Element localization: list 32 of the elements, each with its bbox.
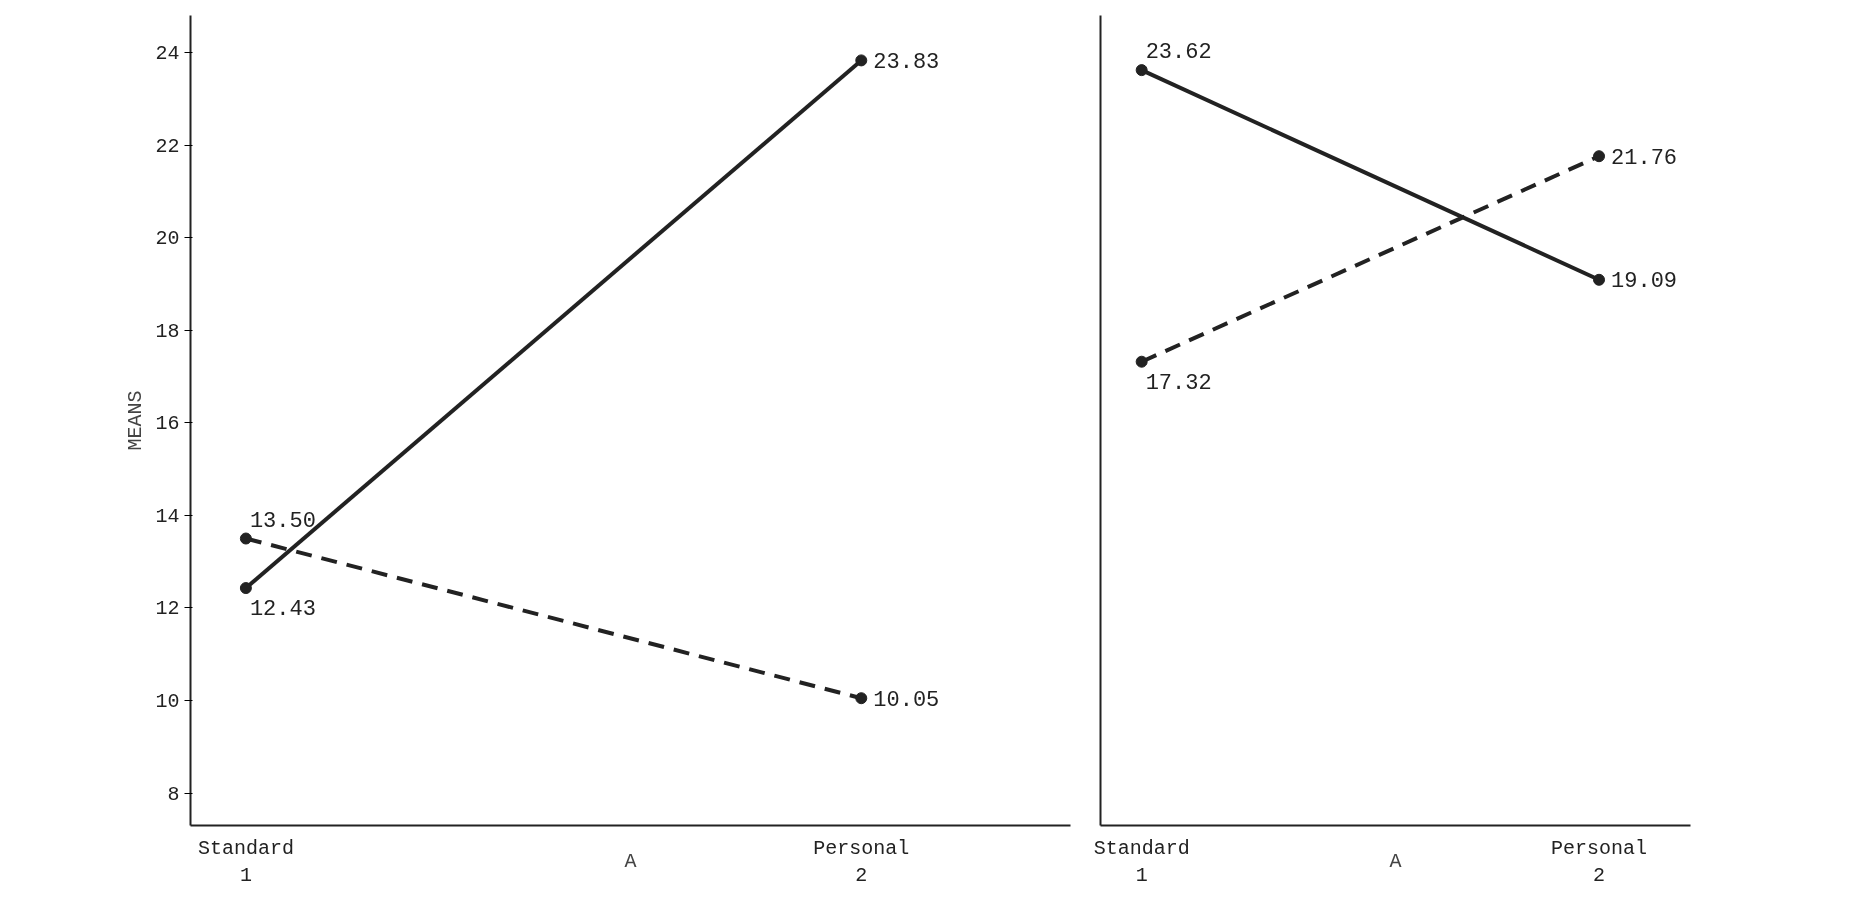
data-label: 21.76 — [1611, 145, 1678, 171]
data-label: 23.83 — [873, 49, 940, 75]
point — [1135, 64, 1148, 77]
data-label: 10.05 — [873, 687, 940, 713]
y-tick-label: 10 — [155, 690, 180, 714]
x-tick-label: Standard 1 — [197, 836, 294, 888]
y-tick-label: 16 — [155, 412, 180, 436]
y-tick-label: 8 — [167, 782, 180, 806]
point — [855, 692, 868, 705]
point — [239, 532, 252, 545]
point — [1593, 273, 1606, 286]
x-tick-label: Personal 2 — [813, 836, 910, 888]
x-tick-label: Personal 2 — [1551, 836, 1648, 888]
point — [1593, 150, 1606, 163]
y-axis-title: MEANS — [124, 390, 148, 451]
point — [855, 54, 868, 67]
x-tick-label: Standard 1 — [1093, 836, 1190, 888]
data-label: 17.32 — [1145, 370, 1212, 396]
point — [239, 582, 252, 595]
x-axis-title: A — [1389, 850, 1402, 874]
point — [1135, 355, 1148, 368]
x-axis-title: A — [624, 850, 637, 874]
data-label: 19.09 — [1611, 269, 1678, 295]
y-tick-label: 22 — [155, 134, 180, 158]
y-tick-label: 24 — [155, 42, 180, 66]
data-label: 13.50 — [249, 508, 316, 534]
y-tick-label: 20 — [155, 227, 180, 251]
data-label: 23.62 — [1145, 40, 1212, 66]
data-label: 12.43 — [249, 597, 316, 623]
y-tick-label: 12 — [155, 597, 180, 621]
y-tick-label: 14 — [155, 504, 180, 528]
y-tick-label: 18 — [155, 319, 180, 343]
